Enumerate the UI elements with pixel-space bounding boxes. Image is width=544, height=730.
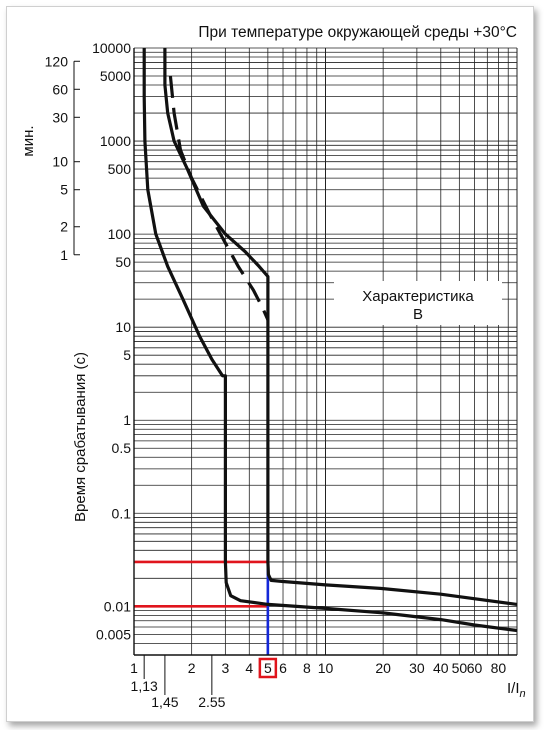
- x-tick-label: 20: [375, 660, 391, 676]
- y-tick-label: 5000: [100, 68, 131, 84]
- chart-title: При температуре окружающей среды +30°C: [198, 24, 517, 41]
- y-tick-label: 0.5: [112, 440, 132, 456]
- minutes-tick-label: 30: [52, 109, 68, 125]
- x-tick-label: 1: [130, 660, 138, 676]
- y-tick-label: 50: [115, 254, 131, 270]
- chart-frame: 10000 5000 1000 500 100 50 10 5 1 0.5 0.1 0.01 0.005…: [6, 6, 534, 722]
- x-tick-label: 50: [452, 660, 468, 676]
- minutes-label: мин.: [20, 125, 37, 156]
- grid: [133, 47, 518, 656]
- highlight-box-x5: [258, 657, 278, 679]
- x-tick-label: 5: [264, 660, 272, 676]
- x-axis-title-main: I/I: [507, 680, 520, 697]
- y-tick-label: 0.005: [96, 626, 131, 642]
- x-tick-label: 4: [245, 660, 253, 676]
- y-tick-label: 0.01: [104, 598, 131, 614]
- x-tick-label: 10: [318, 660, 334, 676]
- highlight-lines: [134, 560, 270, 655]
- x-extra-tick-label: 1,13: [131, 678, 158, 694]
- tripping-curve-chart: 10000 5000 1000 500 100 50 10 5 1 0.5 0.1 0.01 0.005…: [20, 24, 526, 710]
- annotation-box: [334, 281, 502, 325]
- x-tick-label: 3: [221, 660, 229, 676]
- x-axis-title-sub: n: [520, 688, 526, 700]
- x-extra-tick-label: 2.55: [198, 694, 225, 710]
- minutes-tick-label: 1: [60, 247, 68, 263]
- minutes-tick-label: 10: [52, 154, 68, 170]
- y-tick-label: 0.1: [112, 505, 132, 521]
- x-tick-label: 60: [467, 660, 483, 676]
- x-axis-title: I/In: [507, 680, 526, 700]
- axes: 10000 5000 1000 500 100 50 10 5 1 0.5 0.1 0.01 0.005…: [45, 40, 517, 710]
- x-tick-label: 40: [433, 660, 449, 676]
- x-tick-label: 6: [279, 660, 287, 676]
- annotation-line-2: B: [413, 306, 423, 323]
- series-curves: [142, 48, 518, 633]
- x-tick-label: 30: [409, 660, 425, 676]
- minutes-tick-label: 2: [60, 219, 68, 235]
- x-tick-label: 2: [188, 660, 196, 676]
- minutes-tick-label: 60: [52, 81, 68, 97]
- y-tick-label: 10: [115, 319, 131, 335]
- y-tick-label: 5: [123, 347, 131, 363]
- tripping-curve-2: [163, 48, 518, 606]
- y-tick-label: 500: [108, 161, 132, 177]
- y-tick-label: 1: [123, 412, 131, 428]
- x-tick-label: 80: [491, 660, 507, 676]
- y-tick-label: 1000: [100, 133, 131, 149]
- minutes-tick-label: 5: [60, 182, 68, 198]
- x-extra-tick-label: 1,45: [151, 694, 178, 710]
- tripping-curve-3: [168, 75, 270, 321]
- minutes-tick-label: 120: [45, 53, 69, 69]
- x-tick-label: 8: [303, 660, 311, 676]
- tripping-curve-1: [142, 48, 518, 633]
- y-tick-label: 10000: [92, 40, 131, 56]
- annotation-line-1: Характеристика: [362, 288, 474, 305]
- y-axis-title: Время срабатывания (с): [72, 352, 89, 522]
- y-tick-label: 100: [108, 226, 132, 242]
